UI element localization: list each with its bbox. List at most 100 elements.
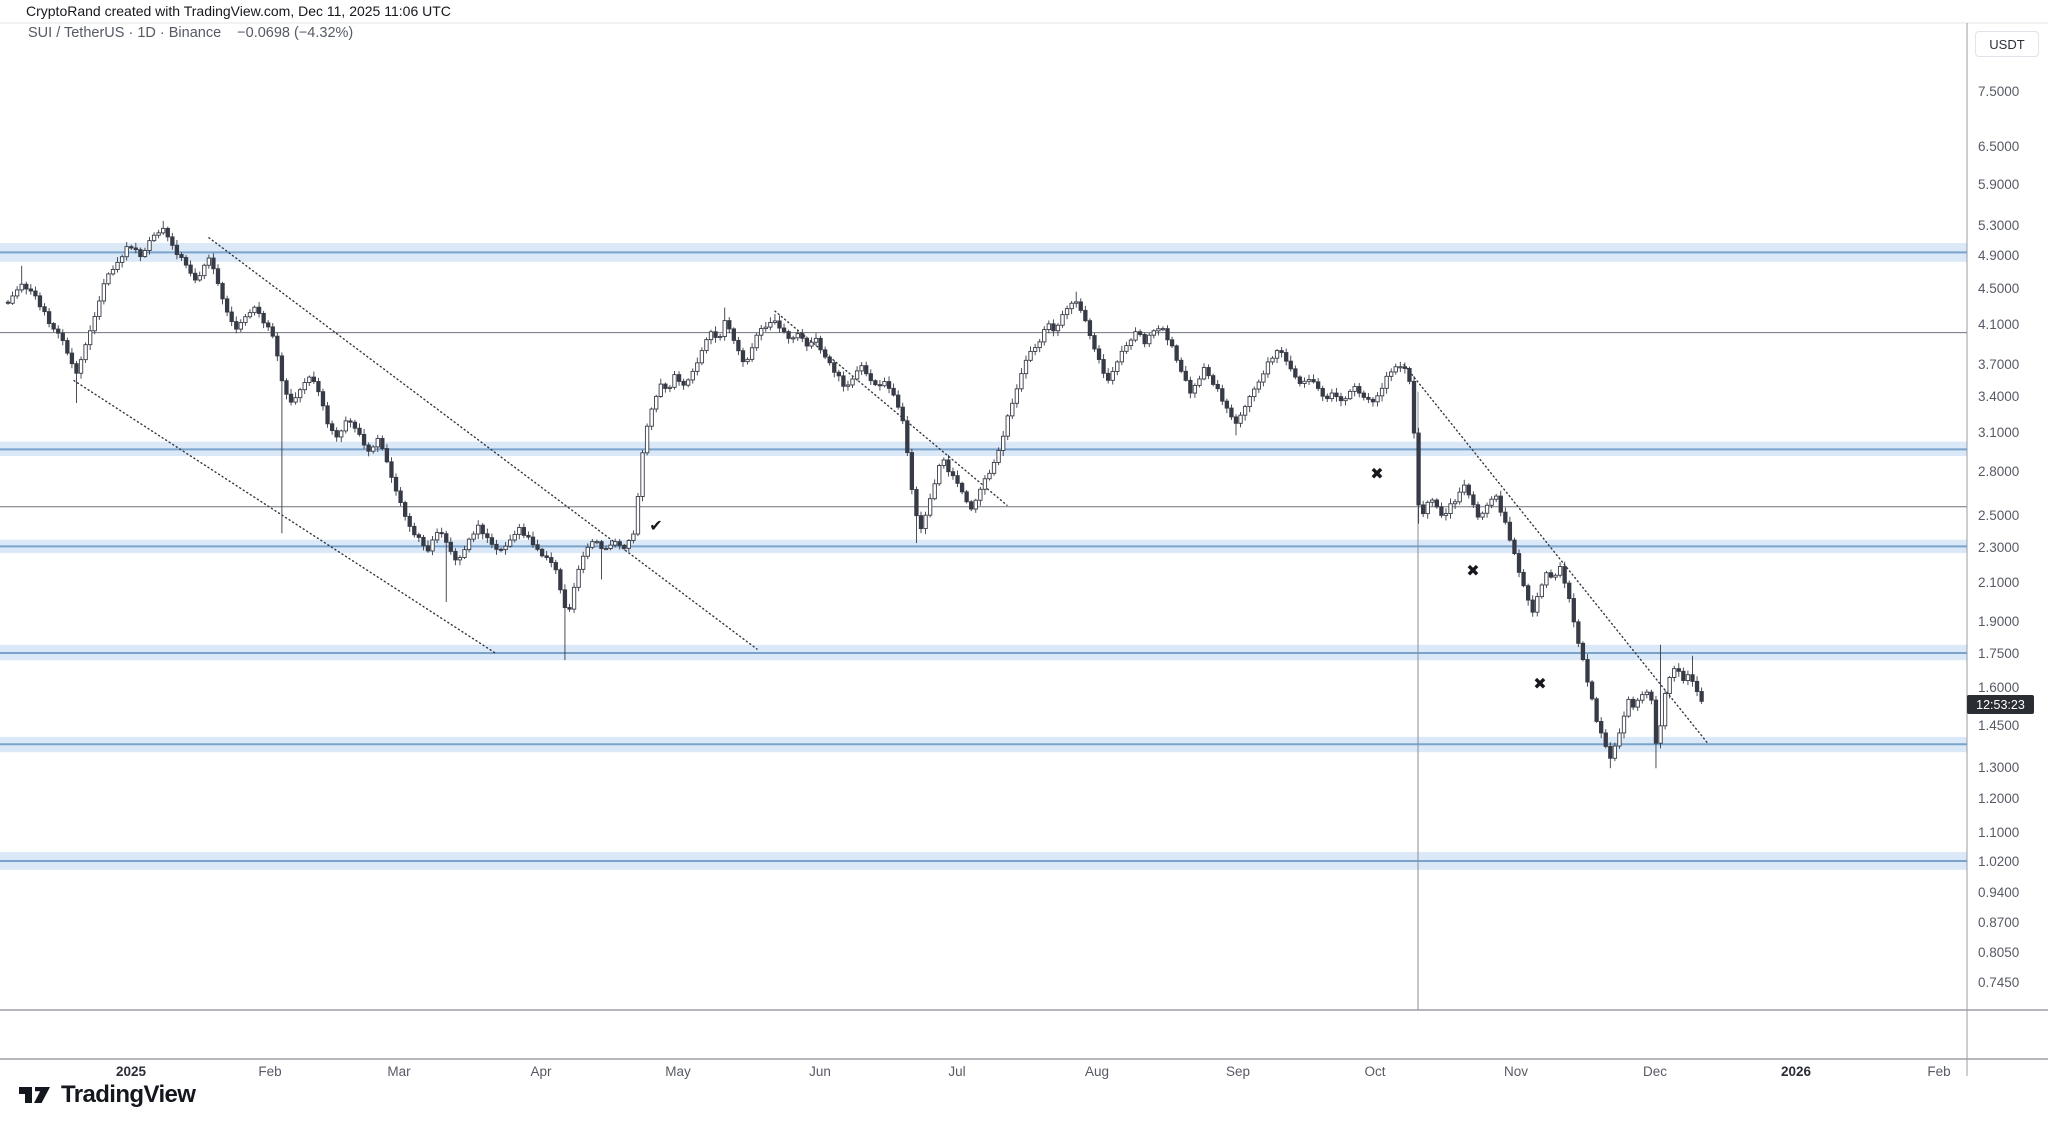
- candle-down: [261, 312, 266, 324]
- candle-down: [46, 311, 52, 324]
- price-tick-label: 1.7500: [1978, 645, 2020, 661]
- candle-down: [5, 301, 11, 304]
- time-tick-label: Nov: [1503, 1064, 1529, 1079]
- candle-up: [110, 269, 116, 275]
- candle-up: [1306, 379, 1312, 382]
- candle-down: [129, 246, 134, 249]
- candle-up: [581, 555, 586, 570]
- candle-down: [1580, 642, 1586, 661]
- candle-down: [1498, 495, 1503, 513]
- time-tick-label: Mar: [387, 1064, 411, 1079]
- candlestick-series[interactable]: [5, 220, 1704, 769]
- candle-down: [521, 527, 526, 536]
- candle-down: [1507, 521, 1513, 541]
- candle-down: [526, 534, 531, 538]
- candle-down: [69, 352, 75, 365]
- candle-down: [955, 475, 960, 484]
- candle-down: [1562, 566, 1567, 584]
- candle-up: [982, 478, 988, 490]
- price-tick-label: 1.6000: [1978, 680, 2020, 696]
- candle-up: [809, 341, 814, 347]
- candle-down: [183, 257, 189, 266]
- tradingview-logo[interactable]: TradingView: [18, 1081, 196, 1109]
- candle-up: [996, 449, 1001, 463]
- candle-down: [1471, 494, 1476, 506]
- candle-down: [1439, 506, 1444, 516]
- candle-up: [430, 539, 435, 552]
- candle-down: [535, 544, 540, 550]
- candle-down: [1603, 732, 1608, 747]
- candle-up: [576, 568, 581, 588]
- candle-up: [457, 557, 463, 561]
- time-tick-label: Feb: [1927, 1064, 1951, 1079]
- candle-down: [1653, 699, 1659, 744]
- candle-up: [307, 376, 312, 383]
- price-tick-label: 2.8000: [1978, 464, 2020, 480]
- candle-up: [1672, 668, 1677, 678]
- candle-up: [754, 334, 759, 349]
- candle-down: [914, 489, 919, 517]
- candle-up: [1302, 380, 1307, 384]
- time-tick-label: Jul: [948, 1064, 966, 1079]
- price-tick-label: 0.8050: [1978, 945, 2020, 961]
- candle-up: [503, 545, 508, 551]
- candle-up: [690, 370, 695, 381]
- candle-down: [1229, 407, 1234, 418]
- candle-down: [138, 249, 143, 258]
- candle-down: [549, 557, 554, 563]
- price-tick-label: 1.9000: [1978, 613, 2020, 629]
- candle-down: [325, 405, 330, 425]
- candle-up: [375, 437, 380, 448]
- candle-up: [1256, 381, 1261, 390]
- candle-up: [151, 234, 157, 242]
- candle-up: [1069, 302, 1074, 310]
- candle-down: [891, 387, 896, 396]
- price-tick-label: 1.2000: [1978, 791, 2020, 807]
- candle-down: [663, 383, 668, 389]
- candle-up: [92, 315, 97, 332]
- candle-up: [1023, 359, 1029, 375]
- candle-down: [1183, 370, 1188, 381]
- candle-down: [229, 311, 234, 323]
- candle-up: [252, 306, 257, 314]
- candle-up: [1452, 501, 1458, 505]
- trendline-dotted: [774, 310, 1008, 506]
- candle-up: [1430, 499, 1435, 503]
- time-tick-label: Sep: [1225, 1064, 1251, 1079]
- candle-down: [220, 283, 225, 300]
- candle-down: [311, 376, 317, 382]
- candle-down: [24, 283, 29, 290]
- candle-down: [37, 295, 43, 308]
- candle-up: [156, 232, 161, 236]
- candle-up: [1192, 384, 1198, 394]
- candle-down: [1434, 499, 1439, 508]
- candle-down: [1325, 395, 1330, 400]
- candle-down: [1179, 359, 1184, 372]
- candle-down: [398, 490, 403, 504]
- candle-down: [1503, 511, 1508, 523]
- candle-down: [1567, 582, 1572, 599]
- candle-down: [1206, 367, 1211, 377]
- time-tick-label: 2025: [115, 1064, 147, 1079]
- candle-up: [1621, 715, 1627, 734]
- candle-up: [1617, 732, 1622, 747]
- candle-down: [727, 320, 732, 330]
- candle-down: [836, 371, 841, 377]
- candle-up: [612, 541, 618, 546]
- candle-up: [1480, 512, 1485, 518]
- candle-down: [421, 536, 426, 547]
- candle-down: [1233, 416, 1239, 424]
- candle-down: [1288, 360, 1293, 370]
- candle-up: [1042, 329, 1047, 343]
- price-tick-label: 5.3000: [1978, 217, 2020, 233]
- cross-mark: ✖: [1370, 464, 1383, 483]
- candle-up: [932, 483, 937, 500]
- price-tick-label: 5.9000: [1978, 176, 2020, 192]
- candle-up: [1005, 415, 1010, 437]
- candle-up: [1133, 331, 1138, 341]
- candle-up: [923, 514, 928, 530]
- check-mark: ✔: [649, 516, 662, 535]
- price-tick-label: 0.8700: [1978, 915, 2020, 931]
- candle-down: [1411, 380, 1417, 434]
